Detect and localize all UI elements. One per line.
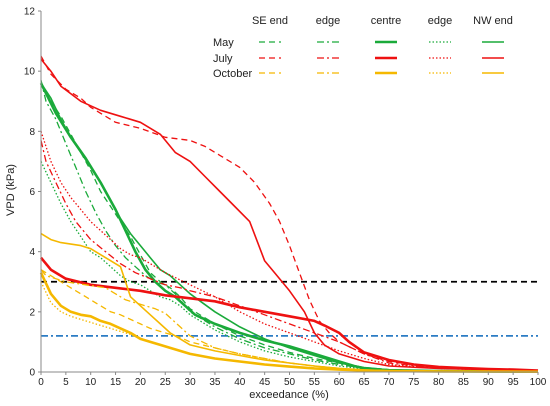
y-tick-label: 8 — [29, 127, 35, 138]
series-line-may-dot — [40, 161, 539, 373]
x-tick-label: 60 — [334, 377, 346, 388]
x-tick-label: 40 — [234, 377, 246, 388]
x-tick-label: 90 — [483, 377, 495, 388]
y-tick-label: 0 — [29, 368, 35, 379]
y-axis-title: VPD (kPa) — [5, 164, 17, 216]
legend-row-label: July — [213, 53, 233, 65]
legend-column-header: edge — [428, 15, 452, 27]
legend-column-header: NW end — [473, 15, 513, 27]
y-tick-label: 6 — [29, 187, 35, 198]
x-tick-label: 30 — [185, 377, 197, 388]
x-tick-label: 65 — [358, 377, 370, 388]
x-tick-labels: 0 5 10 15 20 25 30 35 40 45 50 55 60 65 70 75 80 85 90 95 10… — [38, 372, 547, 388]
series-line-july-thick — [39, 256, 539, 372]
axes — [40, 11, 538, 373]
legend-column-header: centre — [371, 15, 402, 27]
x-tick-label: 95 — [508, 377, 520, 388]
series-lines — [39, 55, 539, 374]
legend-column-header: SE end — [252, 15, 288, 27]
y-tick-labels: 0 2 4 6 8 10 12 — [24, 7, 41, 379]
x-tick-label: 0 — [38, 377, 44, 388]
series-line-october-dot — [40, 281, 539, 373]
y-tick-label: 2 — [29, 307, 35, 318]
x-tick-label: 25 — [160, 377, 172, 388]
x-tick-label: 45 — [259, 377, 271, 388]
series-line-july-solid — [40, 58, 539, 372]
x-tick-label: 35 — [209, 377, 221, 388]
legend: SE end edge centre edge NW end May July October — [213, 15, 513, 80]
series-line-july-dashdot — [40, 140, 539, 372]
x-tick-label: 15 — [110, 377, 122, 388]
y-tick-label: 10 — [24, 67, 36, 78]
legend-column-header: edge — [316, 15, 340, 27]
reference-lines — [41, 280, 538, 337]
series-line-july-dash — [40, 55, 539, 372]
x-tick-label: 50 — [284, 377, 296, 388]
series-line-may-dash — [40, 82, 539, 373]
x-tick-label: 75 — [408, 377, 420, 388]
x-tick-label: 100 — [530, 377, 547, 388]
legend-row-label: October — [213, 68, 252, 80]
series-line-october-dashdot — [40, 269, 539, 373]
series-line-may-dashdot — [40, 80, 539, 373]
series-line-october-dash — [40, 269, 539, 373]
series-line-may-solid — [40, 82, 539, 373]
x-tick-label: 10 — [85, 377, 97, 388]
x-tick-label: 80 — [433, 377, 445, 388]
y-tick-label: 4 — [29, 247, 35, 258]
x-tick-label: 20 — [135, 377, 147, 388]
y-tick-label: 12 — [24, 7, 36, 18]
legend-row-label: May — [213, 37, 234, 49]
x-tick-label: 85 — [458, 377, 470, 388]
x-tick-label: 55 — [309, 377, 321, 388]
series-line-may-thick — [39, 82, 539, 373]
series-line-october-solid — [40, 232, 539, 373]
x-axis-title: exceedance (%) — [249, 389, 329, 401]
x-tick-label: 5 — [63, 377, 69, 388]
x-tick-label: 70 — [383, 377, 395, 388]
